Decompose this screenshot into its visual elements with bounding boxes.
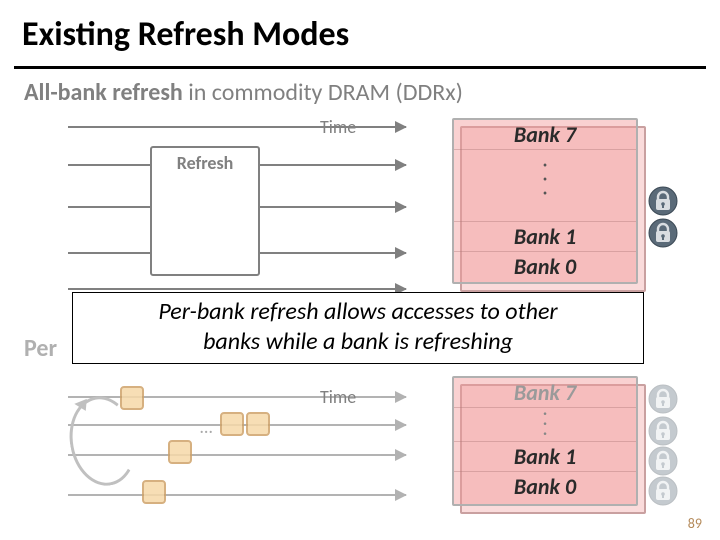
slide-number: 89 [688,515,702,532]
subtitle-bold: All-bank refresh [24,78,183,107]
lock-icon [648,218,678,248]
lock-icon [648,416,678,446]
bank-stack-bottom: Bank 7 ··· Bank 1 Bank 0 [452,376,638,506]
bank-row: Bank 0 [454,252,636,282]
slide-title: Existing Refresh Modes [22,14,349,55]
per-bank-refresh-box [120,386,144,410]
subtitle-rest: in commodity DRAM (DDRx) [183,78,463,107]
refresh-label: Refresh [152,152,258,174]
callout-line2: banks while a bank is refreshing [73,327,643,357]
time-label-top: Time [320,116,356,138]
callout-box: Per-bank refresh allows accesses to othe… [72,292,644,364]
time-arrow [68,494,406,496]
lock-icon [648,186,678,216]
per-bank-refresh-box [142,480,166,504]
bank-row: Bank 1 [454,222,636,252]
per-bank-refresh-box [246,412,270,436]
lock-icon [648,384,678,414]
time-label-bottom: Time [320,386,356,408]
lock-icon [648,446,678,476]
bank-row: Bank 1 [454,442,636,472]
lock-icon [648,476,678,506]
time-arrow [68,288,406,290]
bank-stack-top: Bank 7 ··· Bank 1 Bank 0 [452,118,638,284]
bank-dots: ··· [454,150,636,222]
per-bank-refresh-box [220,412,244,436]
bank-row: Bank 0 [454,472,636,502]
refresh-box: Refresh [150,146,260,276]
per-bank-dots: … [200,416,212,438]
per-bank-label: Per [24,334,57,363]
callout-line1: Per-bank refresh allows accesses to othe… [73,297,643,327]
title-divider [14,66,706,69]
bank-dots: ··· [454,408,636,442]
bank-row: Bank 7 [454,120,636,150]
subtitle: All-bank refresh in commodity DRAM (DDRx… [24,78,463,107]
per-bank-refresh-box [168,440,192,464]
